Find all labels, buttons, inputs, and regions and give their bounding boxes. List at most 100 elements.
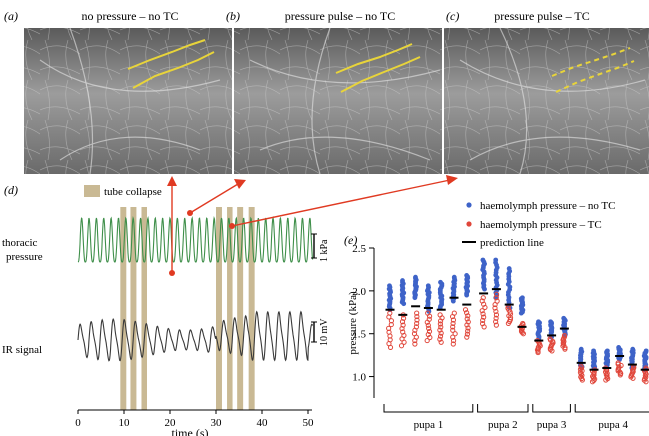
no-tc-point (536, 319, 541, 325)
panel-e-letter: (e) (344, 233, 357, 247)
ir-signal-label: IR signal (2, 344, 42, 356)
no-tc-point (400, 278, 405, 283)
tc-point (450, 334, 456, 340)
tc-point (387, 310, 393, 316)
time-tick-label: 50 (303, 417, 315, 429)
panel-c-title: pressure pulse – TC (494, 9, 589, 23)
tc-point (437, 333, 444, 339)
tc-point (411, 331, 418, 337)
no-tc-point (438, 279, 443, 285)
no-tc-point (413, 274, 418, 280)
tc-point (465, 319, 471, 325)
time-tick-label: 30 (211, 417, 223, 429)
tc-point (480, 295, 486, 301)
tc-point (494, 298, 500, 304)
trachea-trace-lower (340, 56, 421, 93)
tc-point (386, 325, 392, 331)
tc-point (480, 311, 486, 317)
no-tc-point (425, 283, 431, 289)
tc-point (493, 291, 500, 297)
tube-collapse-band (120, 207, 127, 410)
tc-point (398, 343, 405, 349)
tc-point (480, 321, 486, 327)
tube-collapse-swatch (84, 185, 100, 197)
group-label: pupa 1 (414, 419, 444, 431)
legend-tc: haemolymph pressure – TC (480, 219, 602, 231)
tc-point (425, 310, 431, 316)
tc-point (388, 318, 395, 324)
time-axis: 0 10 20 30 40 50 time (s) (75, 409, 315, 436)
tc-point (561, 332, 568, 339)
panel-a-title: no pressure – no TC (81, 9, 178, 23)
panel-c-letter: (c) (446, 9, 459, 23)
tc-point (450, 317, 457, 323)
tc-point (615, 360, 621, 366)
legend-e: haemolymph pressure – no TC haemolymph p… (462, 200, 615, 249)
pressure-y-axis: 1.0 1.5 2.0 2.5 pressure (kPa) (347, 243, 375, 398)
tc-point (493, 295, 499, 301)
panel-d-letter: (d) (4, 183, 18, 197)
tc-point (424, 337, 430, 344)
tc-point (414, 310, 420, 316)
tc-point (450, 341, 456, 347)
tc-point (400, 322, 406, 328)
ir-signal-trace (77, 310, 314, 362)
tc-point (437, 312, 443, 318)
tc-point (425, 322, 431, 328)
micrograph-a (24, 27, 232, 175)
tc-point (462, 307, 469, 313)
no-tc-point (493, 257, 499, 263)
tc-point (426, 316, 432, 322)
no-tc-point (520, 295, 525, 301)
tc-point (493, 322, 499, 328)
trachea-trace-upper-dashed (551, 47, 631, 77)
group-label: pupa 4 (598, 419, 628, 431)
group-bracket (532, 404, 571, 413)
tc-point (413, 324, 419, 330)
pupa-groups: pupa 1 pupa 2 pupa 3 pupa 4 (383, 404, 649, 431)
tc-point (450, 324, 456, 330)
tc-point (493, 312, 500, 318)
tc-point (400, 315, 407, 321)
tc-point (465, 313, 471, 319)
time-tick-label: 40 (257, 417, 269, 429)
pressure-scale-label: 1 kPa (319, 239, 330, 262)
tube-collapse-label: tube collapse (104, 186, 162, 198)
micrograph-c (444, 27, 649, 175)
no-tc-point (591, 348, 596, 354)
tc-point (437, 336, 443, 342)
tube-collapse-band (216, 207, 222, 410)
tc-point (438, 339, 444, 345)
thoracic-label-2: pressure (6, 251, 43, 263)
panel-b-title: pressure pulse – no TC (285, 9, 395, 23)
ir-scale-bar: 10 mV (311, 318, 330, 346)
no-tc-point (451, 274, 457, 280)
tc-point (426, 325, 432, 331)
no-tc-point (643, 348, 649, 354)
no-tc-point (506, 266, 512, 271)
legend-prediction: prediction line (480, 237, 544, 249)
tc-point (412, 341, 418, 347)
tc-point (414, 320, 420, 327)
tc-point (479, 298, 485, 304)
tc-point (437, 321, 443, 327)
no-tc-point (387, 283, 392, 289)
time-tick-label: 0 (75, 417, 81, 429)
tc-point (464, 334, 470, 340)
group-bracket (574, 404, 649, 413)
time-tick-label: 20 (165, 417, 177, 429)
tc-point (547, 336, 553, 342)
tube-collapse-band (141, 207, 147, 410)
pressure-scale-bar: 1 kPa (311, 233, 330, 262)
tc-point (438, 324, 444, 330)
tc-point (493, 319, 499, 325)
no-tc-point (616, 345, 622, 350)
no-tc-point (561, 315, 567, 321)
tc-point (464, 316, 470, 322)
tc-point (480, 317, 486, 323)
tc-point (464, 331, 471, 337)
ir-scale-label: 10 mV (319, 318, 330, 346)
no-tc-point (604, 348, 610, 354)
no-tc-point (464, 273, 470, 278)
tc-point (451, 310, 457, 316)
